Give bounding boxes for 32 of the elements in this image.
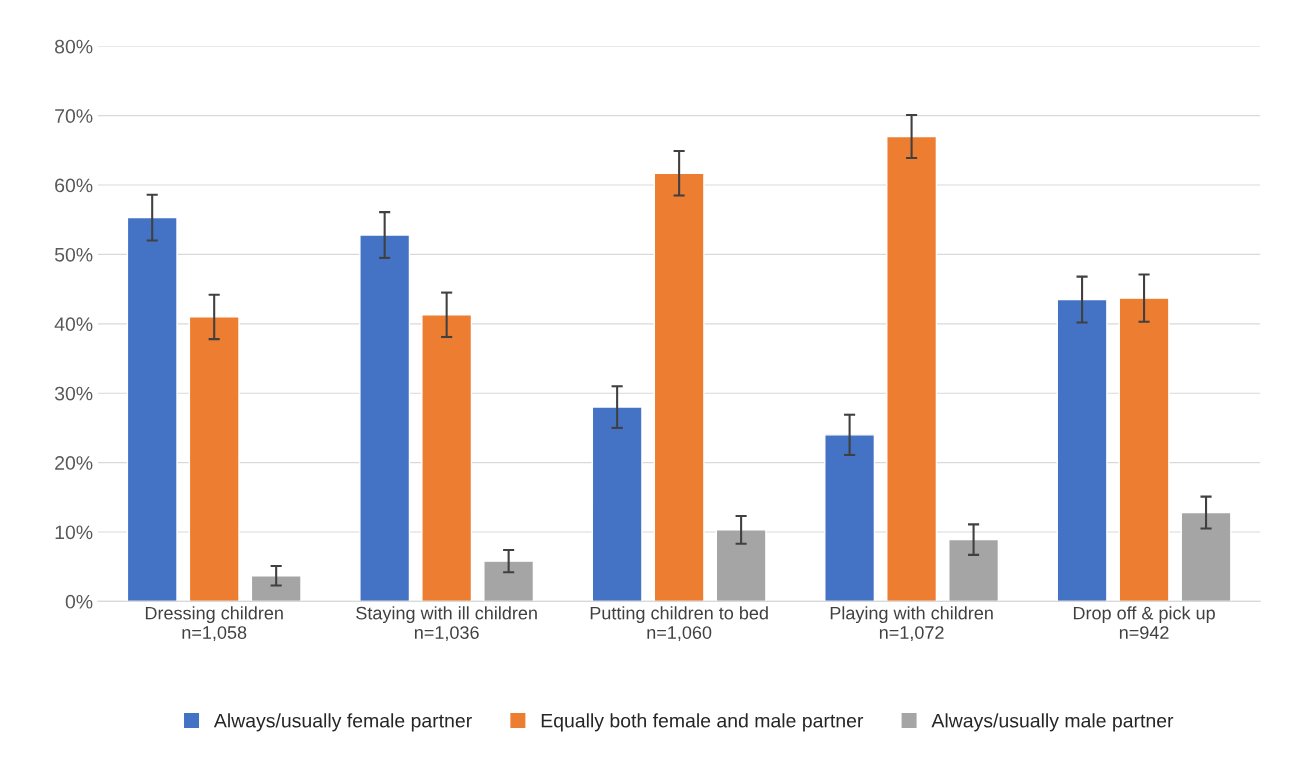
bar	[948, 538, 1000, 602]
legend-label: Always/usually female partner	[213, 713, 472, 732]
x-tick-label: Putting children to bed n=1,060	[590, 606, 768, 642]
bar	[591, 406, 643, 602]
bar	[188, 316, 240, 602]
x-tick-label: Drop off & pick up n=942	[1073, 606, 1215, 639]
bar	[126, 216, 178, 602]
bar	[1118, 297, 1170, 602]
legend-label: Equally both female and male partner	[541, 713, 864, 732]
bar	[483, 560, 535, 602]
bar	[715, 529, 767, 602]
x-tick-label: Staying with ill children n=1,036	[356, 606, 537, 642]
y-tick-label: 30%	[54, 386, 93, 401]
y-tick-label: 50%	[54, 247, 93, 262]
bar	[824, 434, 876, 602]
y-tick-label: 80%	[55, 39, 93, 54]
bar	[653, 172, 705, 602]
bar	[1180, 511, 1232, 602]
y-tick-label: 10%	[55, 525, 93, 540]
bar	[250, 575, 302, 602]
y-tick-label: 60%	[55, 178, 93, 193]
legend-label: Always/usually male partner	[931, 713, 1174, 732]
y-tick-label: 20%	[55, 456, 93, 470]
y-tick-label: 70%	[55, 109, 93, 123]
bar	[1056, 298, 1108, 602]
bar	[359, 234, 411, 602]
y-tick-label: 0%	[65, 594, 93, 609]
x-tick-label: Playing with children n=1,072	[830, 606, 993, 642]
bar	[886, 135, 938, 602]
x-tick-label: Dressing children n=1,058	[145, 606, 283, 642]
y-tick-label: 40%	[54, 317, 93, 332]
bar	[421, 314, 473, 602]
